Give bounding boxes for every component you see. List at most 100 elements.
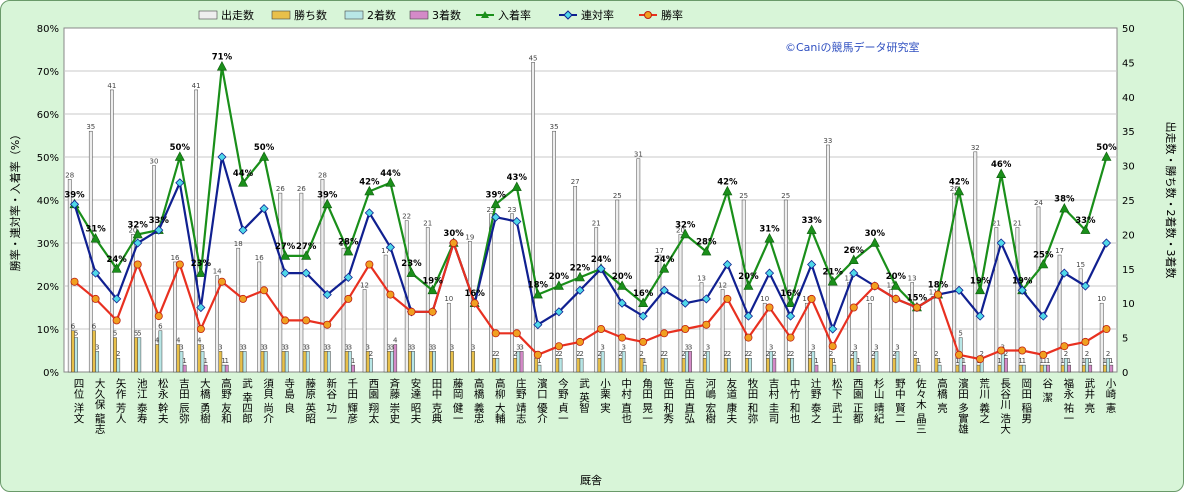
- bar-1: [997, 364, 1002, 373]
- bar-1: [1103, 364, 1107, 373]
- bar-1: [450, 351, 454, 373]
- category-label: 濱口 優介: [536, 377, 548, 423]
- annotation-label: 32%: [675, 220, 696, 230]
- circle-marker: [828, 342, 837, 351]
- triangle-marker: [132, 228, 143, 239]
- circle-marker: [997, 346, 1006, 355]
- bar-value-label: 2: [664, 350, 668, 358]
- bar-value-label: 1: [997, 357, 1001, 365]
- bar-value-label: 2: [369, 350, 373, 358]
- triangle-marker: [785, 297, 796, 308]
- left-tick-label: 20%: [37, 282, 59, 293]
- circle-marker: [323, 320, 332, 329]
- circle-marker: [407, 307, 416, 316]
- annotation-label: 38%: [1054, 195, 1075, 205]
- left-tick-label: 30%: [37, 239, 59, 250]
- diamond-marker: [259, 204, 269, 214]
- legend-label: 勝ち数: [294, 8, 327, 22]
- bar-3: [203, 364, 208, 373]
- bar-2: [137, 337, 142, 373]
- bar-3: [1046, 364, 1050, 373]
- bar-value-label: 1: [1022, 357, 1026, 365]
- bar-value-label: 2: [513, 350, 517, 358]
- bar-value-label: 2: [808, 350, 812, 358]
- bar-2: [937, 364, 942, 373]
- bar-value-label: 3: [218, 343, 222, 351]
- bar-value-label: 3: [239, 343, 243, 351]
- bar-0: [847, 282, 851, 373]
- circle-marker: [512, 329, 521, 338]
- circle-marker: [386, 290, 395, 299]
- bar-value-label: 3: [450, 343, 454, 351]
- diamond-marker: [69, 199, 80, 209]
- bar-value-label: 3: [429, 343, 433, 351]
- circle-marker: [175, 260, 184, 269]
- bar-value-label: 2: [829, 350, 833, 358]
- legend-swatch: [409, 10, 429, 20]
- bar-1: [597, 357, 602, 373]
- bar-value-label: 2: [745, 350, 749, 358]
- bar-0: [1036, 206, 1041, 373]
- bar-value-label: 1: [1061, 357, 1065, 365]
- annotation-label: 15%: [907, 294, 928, 304]
- bar-value-label: 11: [929, 288, 938, 296]
- bar-value-label: 14: [213, 268, 222, 276]
- bar-2: [95, 351, 100, 373]
- circle-marker: [133, 260, 142, 269]
- diamond-marker: [596, 264, 606, 274]
- category-label: 武 英智: [578, 377, 590, 413]
- triangle-marker: [680, 228, 691, 239]
- bar-value-label: 18: [234, 240, 243, 248]
- bar-value-label: 1: [225, 357, 229, 365]
- bar-3: [814, 364, 819, 373]
- diamond-marker: [996, 238, 1006, 248]
- circle-marker: [260, 286, 269, 295]
- bar-1: [492, 357, 496, 373]
- right-tick-label: 25: [1122, 196, 1135, 207]
- legend-label: 連対率: [581, 8, 614, 22]
- bar-2: [1021, 364, 1026, 373]
- right-tick-label: 10: [1122, 299, 1135, 310]
- bar-value-label: 45: [529, 54, 538, 62]
- triangle-marker: [174, 151, 185, 161]
- circle-marker: [449, 238, 458, 247]
- bar-0: [278, 192, 283, 373]
- triangle-marker: [659, 263, 670, 273]
- bar-value-label: 2: [576, 350, 580, 358]
- diamond-marker: [322, 290, 332, 300]
- bar-value-label: 1: [962, 357, 966, 365]
- annotation-label: 16%: [633, 289, 654, 299]
- bar-1: [1060, 364, 1065, 373]
- bar-value-label: 3: [179, 343, 183, 351]
- triangle-marker: [996, 168, 1007, 178]
- annotation-label: 27%: [296, 242, 317, 252]
- legend-swatch: [271, 10, 291, 20]
- bar-value-label: 3: [327, 343, 331, 351]
- bar-1: [218, 351, 223, 373]
- category-label: 松永 幹夫: [157, 377, 169, 424]
- legend-swatch: [198, 10, 218, 20]
- triangle-marker: [427, 284, 438, 295]
- bar-0: [804, 302, 809, 373]
- bar-0: [152, 165, 156, 373]
- category-label: 吉田 直弘: [683, 378, 695, 424]
- bar-3: [519, 351, 524, 373]
- bar-value-label: 2: [1064, 350, 1068, 358]
- bar-value-label: 2: [579, 350, 583, 358]
- bar-0: [320, 179, 325, 373]
- bar-value-label: 4: [393, 336, 398, 344]
- circle-marker: [660, 329, 669, 338]
- bar-1: [850, 357, 854, 373]
- bar-2: [537, 364, 542, 373]
- category-label: 斉藤 崇史: [388, 377, 400, 424]
- bar-0: [741, 199, 746, 373]
- bar-2: [600, 351, 605, 373]
- bar-1: [892, 357, 897, 373]
- bar-value-label: 3: [685, 343, 689, 351]
- bar-value-label: 21: [423, 220, 432, 228]
- bar-value-label: 25: [613, 192, 622, 200]
- annotation-label: 43%: [507, 173, 528, 183]
- diamond-marker: [1059, 268, 1069, 278]
